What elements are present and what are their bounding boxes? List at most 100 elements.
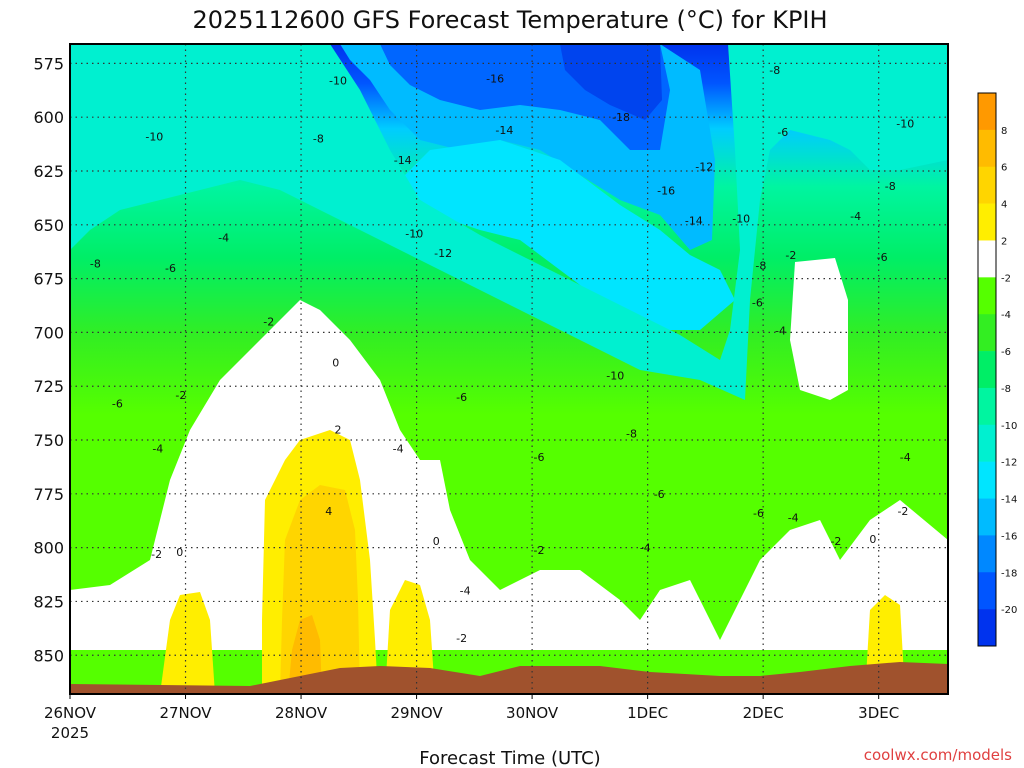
contour-label: -10 [896,118,914,131]
contour-label: -10 [606,369,624,382]
contour-label: -16 [657,184,675,197]
x-axis-label: Forecast Time (UTC) [419,748,600,768]
plot-frame [69,43,949,695]
colorbar-swatch [978,498,996,536]
contour-label: -2 [830,535,841,548]
y-tick-label: 850 [33,646,64,665]
contour-label: -4 [460,585,471,598]
x-tick-label: 28NOV [275,704,328,722]
colorbar-tick-label: -18 [1001,568,1017,579]
contour-label: -4 [218,232,229,245]
y-tick-label: 600 [33,108,64,127]
colorbar-tick-label: 4 [1001,200,1007,211]
cold-region-cyan [400,140,735,330]
colorbar-tick-label: -10 [1001,421,1017,432]
colorbar-frame [977,92,997,647]
warm-region-yellow-29nov [385,580,435,694]
contour-label: -6 [777,126,788,139]
contour-label: -8 [626,428,637,441]
contour-label: -4 [900,451,911,464]
colorbar-tick-label: 8 [1001,126,1007,137]
credit-text: coolwx.com/models [864,746,1012,764]
colorbar-swatch [978,424,996,462]
colorbar-swatch [978,387,996,426]
contour-label: 0 [433,535,440,548]
contour-label: -6 [456,391,467,404]
colorbar-tick-label: -2 [1001,273,1011,284]
contour-label: -6 [654,488,665,501]
contour-label: -8 [755,260,766,273]
y-tick-label: 825 [33,592,64,611]
contour-label: -6 [752,296,763,309]
colorbar-swatch [978,461,996,499]
contour-label: -6 [534,451,545,464]
x-axis-year: 2025 [51,724,89,742]
contour-label: -12 [695,161,713,174]
y-tick-label: 725 [33,377,64,396]
colorbar-swatch [978,314,996,352]
contour-label: -14 [394,154,412,167]
colorbar-swatch [978,129,996,168]
colorbar-tick-label: 2 [1001,236,1007,247]
contour-label: 2 [335,423,342,436]
contour-label: 0 [176,546,183,559]
cool-region-aqua [70,44,948,400]
y-tick-label: 650 [33,216,64,235]
colorbar-tick-label: -6 [1001,347,1011,358]
contour-label: -4 [640,542,651,555]
warm-region-yellow-27nov [160,592,215,694]
contour-label: -4 [775,324,786,337]
colorbar-swatch [978,203,996,241]
contour-label: -2 [263,316,274,329]
y-tick-label: 750 [33,431,64,450]
contour-label: -18 [612,111,630,124]
colorbar-swatch [978,166,996,204]
colorbar-tick-label: -20 [1001,605,1017,616]
contour-label: -14 [495,124,513,137]
contour-label: -2 [456,632,467,645]
x-tick-label: 2DEC [743,704,784,722]
y-tick-label: 625 [33,162,64,181]
contour-label: -6 [877,251,888,264]
colorbar-tick-label: -8 [1001,384,1011,395]
grid-lines [70,44,948,694]
contour-label: -4 [850,210,861,223]
contour-label: -2 [151,548,162,561]
colorbar-swatch [978,351,996,389]
contour-label: -8 [885,180,896,193]
colorbar-swatch [978,535,996,573]
colorbar-swatch [978,572,996,610]
contour-label: 0 [869,533,876,546]
x-tick-label: 27NOV [159,704,212,722]
terrain [70,662,948,694]
colorbar-swatch [978,240,996,278]
contour-label: -12 [434,247,452,260]
colorbar-swatch [978,609,996,647]
contour-label: -10 [405,227,423,240]
x-tick-label: 1DEC [627,704,668,722]
colorbar-tick-label: -16 [1001,531,1017,542]
y-tick-label: 675 [33,270,64,289]
contour-labels: -8 -6 -4 -2 0 -6 -4 -2 -10 -8 -10 -2 0 2 4 -14 -10 -12 -4 0… [90,64,914,645]
warm-region-white-2dec [790,258,848,400]
x-tick-label: 26NOV [44,704,97,722]
contour-label: -2 [175,389,186,402]
contour-label: -4 [788,512,799,525]
contour-label: -8 [90,258,101,271]
contour-label: -16 [486,72,504,85]
chart-title: 2025112600 GFS Forecast Temperature (°C)… [192,6,827,34]
contour-label: 4 [325,505,332,518]
colorbar: 8 6 4 2 -2 -4 -6 -8 -10 -12 -14 -16 -18 -20 [977,92,1017,647]
x-tick-label: 30NOV [506,704,559,722]
contour-label: -6 [753,507,764,520]
contour-label: -10 [732,212,750,225]
y-axis-ticks: 575 600 625 650 675 700 725 750 775 800 825 850 [33,54,64,665]
contour-label: -4 [393,443,404,456]
contour-label: -4 [152,443,163,456]
colorbar-tick-label: -14 [1001,495,1017,506]
contour-label: -8 [769,64,780,77]
y-tick-label: 775 [33,485,64,504]
contour-label: -2 [897,505,908,518]
contour-label: -2 [534,544,545,557]
